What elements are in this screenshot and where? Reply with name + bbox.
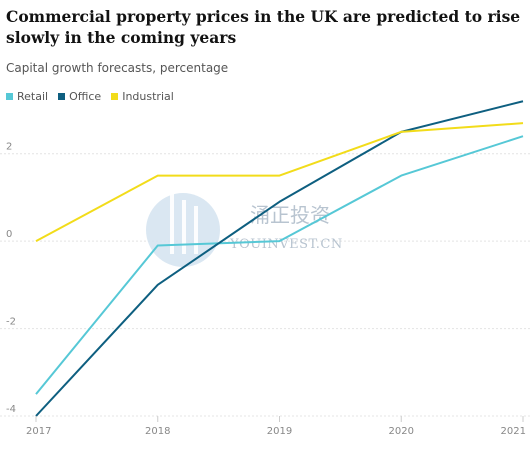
series-line-office	[35, 100, 524, 417]
watermark: 涌正投资 YOUINVEST.CN	[146, 193, 343, 267]
x-tick-label: 2021	[501, 426, 526, 437]
watermark-logo-bar	[170, 194, 174, 254]
y-tick-label: 0	[6, 229, 12, 240]
chart-title: Commercial property prices in the UK are…	[6, 7, 521, 47]
legend-label-industrial: Industrial	[122, 90, 174, 103]
watermark-logo-bar	[194, 206, 198, 254]
legend-item-industrial: Industrial	[111, 90, 174, 103]
x-tick-label: 2020	[389, 426, 414, 437]
x-tick-label: 2017	[26, 426, 51, 437]
legend-item-office: Office	[58, 90, 101, 103]
legend-label-retail: Retail	[17, 90, 49, 103]
series-line-industrial	[35, 122, 524, 243]
watermark-en: YOUINVEST.CN	[229, 237, 343, 252]
legend: Retail Office Industrial	[6, 90, 174, 103]
tick-labels: -4 -2 0 2 2017 2018 2019 2020 2021	[6, 142, 526, 437]
legend-swatch-industrial	[111, 93, 119, 100]
y-tick-label: -2	[6, 317, 16, 328]
series-line-retail	[35, 135, 524, 395]
series-lines	[35, 100, 524, 417]
watermark-cn: 涌正投资	[250, 203, 330, 227]
chart-subtitle: Capital growth forecasts, percentage	[6, 61, 229, 75]
legend-swatch-office	[58, 93, 66, 100]
watermark-logo-bar	[182, 200, 186, 254]
y-tick-label: -4	[6, 404, 16, 415]
legend-label-office: Office	[69, 90, 102, 103]
x-tick-label: 2018	[145, 426, 170, 437]
legend-item-retail: Retail	[6, 90, 48, 103]
y-tick-label: 2	[6, 142, 12, 153]
x-tick-label: 2019	[267, 426, 292, 437]
grid	[0, 153, 530, 417]
legend-swatch-retail	[6, 93, 13, 100]
